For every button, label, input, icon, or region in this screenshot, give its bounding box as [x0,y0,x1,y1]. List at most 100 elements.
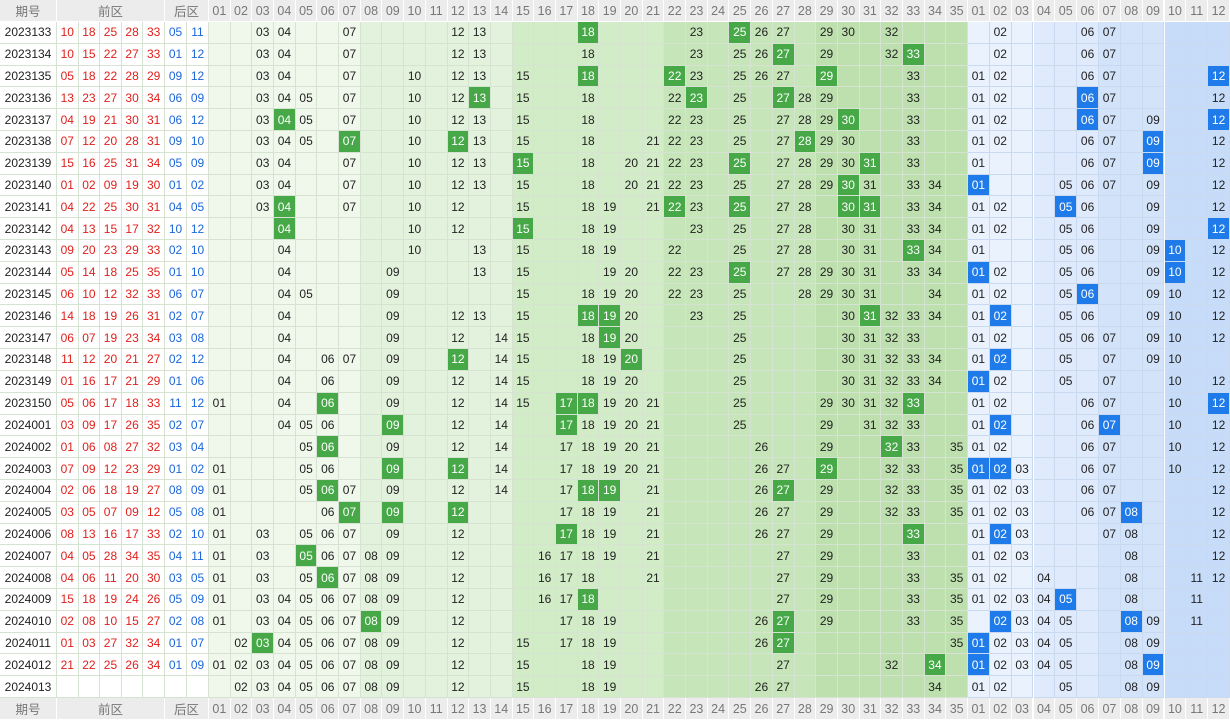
front-cell: 05 [295,458,318,480]
front-number: 17 [100,414,122,437]
back-hit: 10 [1164,240,1187,262]
front-hit: 04 [274,109,296,132]
front-number: 01 [57,370,79,393]
front-cell [295,305,318,328]
back-cell [1142,458,1165,480]
front-number: 34 [143,87,165,110]
front-number: 28 [100,545,122,568]
front-number: 22 [78,196,101,219]
front-cell: 27 [772,218,795,241]
front-cell: 27 [772,240,795,262]
front-cell [707,523,730,546]
back-cell [1099,610,1121,633]
front-cell: 05 [295,436,318,459]
front-cell: 13 [469,152,491,175]
front-cell: 34 [924,349,947,371]
front-cell [425,654,448,677]
front-cell: 12 [447,87,470,110]
front-cell [230,196,253,219]
front-cell: 17 [555,567,578,589]
front-cell: 30 [837,283,860,306]
front-cell: 04 [274,65,296,88]
front-cell: 18 [577,632,600,655]
front-cell [490,632,513,655]
front-cell: 13 [469,305,491,328]
back-hit: 05 [1055,588,1078,611]
footer-back-col: 08 [1120,698,1143,720]
back-cell: 05 [1055,218,1078,241]
front-cell [252,240,275,262]
back-cell: 07 [1099,174,1121,197]
front-cell: 10 [404,65,426,88]
front-cell: 12 [447,327,470,350]
front-cell: 09 [382,327,405,350]
front-hit: 20 [621,349,643,371]
front-cell [534,218,556,241]
front-cell: 15 [512,109,535,132]
front-hit: 33 [902,240,925,262]
front-cell: 28 [794,152,817,175]
front-cell [707,436,730,459]
front-cell: 29 [816,174,838,197]
front-hit: 28 [794,131,817,153]
front-cell: 05 [295,87,318,110]
front-hit: 27 [772,43,795,66]
front-cell [317,218,340,241]
front-number: 25 [100,654,122,677]
front-cell [707,370,730,393]
front-cell: 15 [512,131,535,153]
front-cell [621,109,643,132]
front-cell: 32 [881,349,903,371]
front-cell: 06 [317,349,340,371]
back-cell [968,43,990,66]
back-cell: 02 [989,261,1012,284]
front-cell [555,152,578,175]
front-cell [794,370,817,393]
back-cell [1055,436,1078,459]
front-cell [490,654,513,677]
issue: 2023145 [0,283,57,306]
front-cell [317,240,340,262]
footer-front-col: 11 [425,698,448,720]
front-cell: 18 [577,458,600,480]
front-hit: 17 [555,414,578,437]
back-number: 02 [187,174,209,197]
back-cell: 01 [968,436,990,459]
back-cell: 01 [968,283,990,306]
front-cell: 13 [469,43,491,66]
front-cell [686,676,708,698]
front-number: 30 [121,87,144,110]
front-number: 24 [121,588,144,611]
front-cell: 27 [772,501,795,524]
back-cell: 01 [968,349,990,371]
front-number: 13 [57,87,79,110]
front-cell: 07 [339,174,361,197]
back-cell [1077,545,1099,568]
front-cell [534,87,556,110]
front-cell [252,305,275,328]
issue: 2024005 [0,501,57,524]
back-cell [1164,174,1187,197]
front-cell [924,567,947,589]
front-cell: 04 [274,676,296,698]
front-cell: 19 [599,218,621,241]
front-cell [881,109,903,132]
front-cell: 18 [577,370,600,393]
back-cell [1033,283,1056,306]
front-cell [360,240,383,262]
back-cell [1011,65,1034,88]
front-cell [534,22,556,44]
front-cell [924,458,947,480]
front-cell: 33 [902,109,925,132]
back-cell [1120,43,1143,66]
issue: 2023146 [0,305,57,328]
issue: 2023147 [0,327,57,350]
back-cell [1033,196,1056,219]
front-number: 17 [100,370,122,393]
front-cell [881,545,903,568]
front-cell: 30 [837,327,860,350]
front-cell: 18 [577,131,600,153]
front-number: 18 [100,479,122,502]
back-cell [1120,196,1143,219]
issue: 2024007 [0,545,57,568]
